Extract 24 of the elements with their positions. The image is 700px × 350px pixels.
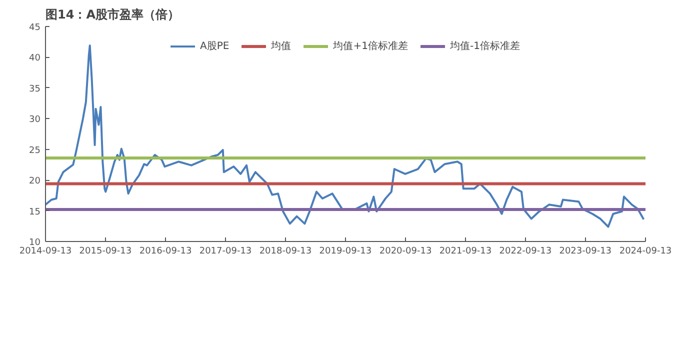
x-tick-label: 2016-09-13 xyxy=(139,246,192,256)
y-tick-label: 15 xyxy=(29,207,40,218)
x-tick-label: 2021-09-13 xyxy=(439,246,492,256)
x-tick-label: 2023-09-13 xyxy=(559,246,612,256)
x-tick-label: 2015-09-13 xyxy=(79,246,132,256)
y-tick-label: 35 xyxy=(29,84,40,94)
x-tick-label: 2014-09-13 xyxy=(19,246,72,256)
y-tick-label: 20 xyxy=(29,176,41,187)
x-tick-label: 2019-09-13 xyxy=(319,246,372,256)
legend-label: 均值 xyxy=(271,40,292,53)
y-tick-label: 10 xyxy=(29,238,41,248)
y-tick-label: 30 xyxy=(29,115,41,126)
x-tick-label: 2024-09-13 xyxy=(619,246,672,256)
y-tick-label: 45 xyxy=(29,23,40,33)
legend-label: 均值-1倍标准差 xyxy=(450,40,520,53)
legend-label: 均值+1倍标准差 xyxy=(333,40,408,53)
x-tick-label: 2020-09-13 xyxy=(379,246,432,256)
x-tick-label: 2022-09-13 xyxy=(499,246,552,256)
x-tick-label: 2018-09-13 xyxy=(259,246,312,256)
legend-label: A股PE xyxy=(200,40,230,53)
chart-title: 图14：A股市盈率（倍） xyxy=(46,8,180,22)
y-tick-label: 40 xyxy=(29,54,41,64)
x-tick-label: 2017-09-13 xyxy=(199,246,252,256)
y-tick-label: 25 xyxy=(29,146,40,156)
